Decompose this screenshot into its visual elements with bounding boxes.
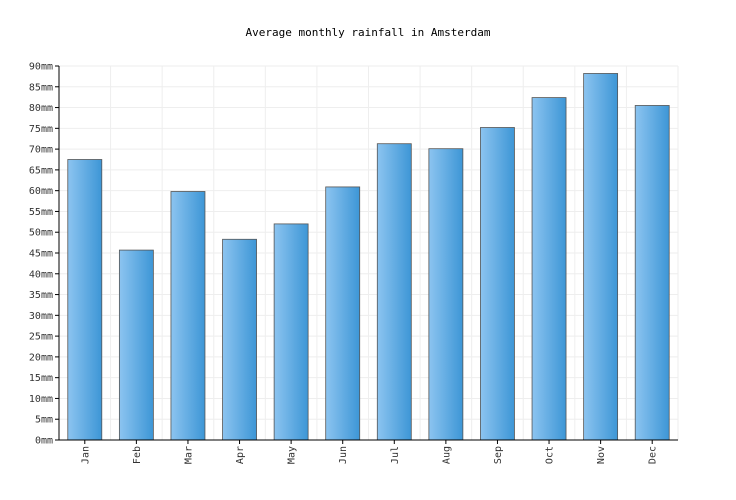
bar-mar [170,191,206,441]
chart-title: Average monthly rainfall in Amsterdam [245,26,491,39]
y-tick-label: 75mm [29,124,53,135]
y-tick-labels: 0mm 5mm 10mm 15mm 20mm 25mm 30mm 35mm 40mm 45mm 50… [29,62,59,447]
y-tick-label: 85mm [29,82,53,93]
bar-jun [325,186,361,441]
x-tick-label: Jan [80,446,91,464]
y-tick-label: 70mm [29,145,53,156]
y-tick-label: 5mm [35,415,53,426]
bar-sep [480,127,515,441]
x-tick-label: Mar [183,446,194,464]
y-tick-label: 0mm [35,436,53,447]
y-tick-label: 90mm [29,62,53,73]
y-tick-label: 55mm [29,207,53,218]
y-tick-label: 20mm [29,352,53,363]
bar-may [273,223,309,441]
y-tick-label: 45mm [29,249,53,260]
bar-dec [634,105,670,441]
y-tick-label: 50mm [29,228,53,239]
y-tick-label: 65mm [29,165,53,176]
y-tick-label: 40mm [29,269,53,280]
y-tick-label: 15mm [29,373,53,384]
bar-feb [118,249,154,441]
bar-aug [428,148,464,441]
y-tick-label: 30mm [29,311,53,322]
x-tick-label: Dec [648,446,659,464]
y-tick-label: 35mm [29,290,53,301]
x-tick-label: May [287,446,298,464]
x-tick-label: Feb [132,446,143,464]
bar-apr [222,238,257,441]
bar-nov [583,73,619,441]
x-tick-label: Sep [493,446,504,464]
bars [67,73,670,441]
x-tick-label: Aug [441,446,452,464]
y-tick-label: 60mm [29,186,53,197]
y-tick-label: 80mm [29,103,53,114]
bar-jul [376,143,412,441]
grid-lines [59,65,679,440]
x-tick-label: Apr [235,446,246,464]
x-tick-label: Jun [338,446,349,464]
y-tick-label: 10mm [29,394,53,405]
bar-oct [531,97,567,441]
x-tick-label: Jul [390,446,401,464]
bar-jan [67,159,103,441]
x-tick-labels: Jan Feb Mar Apr May Jun Jul Aug Sep Oct Nov Dec [80,440,659,464]
x-tick-label: Nov [596,446,607,464]
x-tick-label: Oct [545,446,556,464]
y-tick-label: 25mm [29,332,53,343]
